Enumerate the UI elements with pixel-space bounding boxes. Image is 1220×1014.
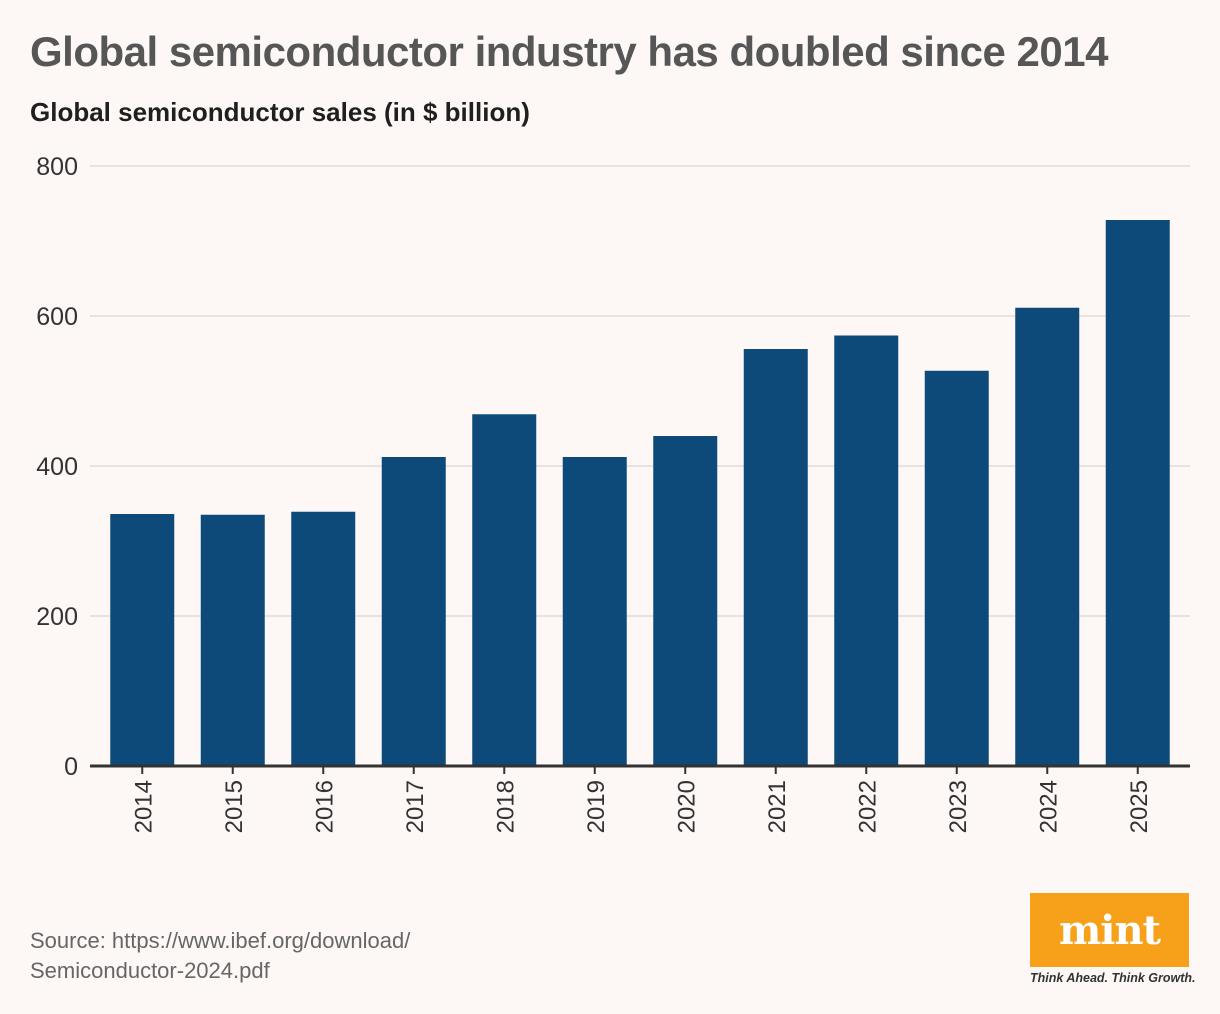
x-tick-label-2025: 2025 <box>1126 780 1153 833</box>
bar-2017 <box>381 457 446 766</box>
bar-2022 <box>834 335 899 766</box>
mint-logo: mint <box>1030 893 1189 967</box>
x-tick-label-2024: 2024 <box>1035 780 1062 833</box>
y-tick-label-600: 600 <box>36 303 78 331</box>
source-line-2: Semiconductor-2024.pdf <box>30 958 270 983</box>
bar-2020 <box>653 436 718 766</box>
chart-subtitle: Global semiconductor sales (in $ billion… <box>30 97 530 127</box>
x-tick-label-2017: 2017 <box>402 780 429 833</box>
y-tick-label-0: 0 <box>64 753 78 781</box>
chart-title: Global semiconductor industry has double… <box>30 28 1108 75</box>
x-tick-label-2015: 2015 <box>221 780 248 833</box>
bar-2018 <box>472 414 537 766</box>
bar-2024 <box>1015 307 1080 766</box>
bar-2015 <box>200 514 265 766</box>
bar-2025 <box>1105 220 1170 766</box>
bar-2016 <box>291 511 356 766</box>
source-line-1: Source: https://www.ibef.org/download/ <box>30 928 411 953</box>
x-tick-label-2023: 2023 <box>945 780 972 833</box>
x-tick-label-2019: 2019 <box>583 780 610 833</box>
bar-chart: 0 200 400 600 800 2014 2015 2016 2017 2018 2019 202… <box>36 153 1190 833</box>
source-note: Source: https://www.ibef.org/download/ S… <box>30 926 410 986</box>
bar-2021 <box>743 349 808 766</box>
y-tick-label-400: 400 <box>36 453 78 481</box>
bar-2019 <box>562 457 627 766</box>
logo-tagline: Think Ahead. Think Growth. <box>1030 971 1196 985</box>
x-tick-label-2018: 2018 <box>492 780 519 833</box>
y-tick-label-800: 800 <box>36 153 78 181</box>
y-tick-label-200: 200 <box>36 603 78 631</box>
x-tick-label-2022: 2022 <box>854 780 881 833</box>
x-tick-label-2014: 2014 <box>130 780 157 833</box>
bar-2014 <box>110 514 175 766</box>
x-tick-label-2021: 2021 <box>764 780 791 833</box>
x-tick-label-2016: 2016 <box>311 780 338 833</box>
mint-logo-word: mint <box>1058 906 1161 954</box>
bar-2023 <box>924 370 989 766</box>
x-tick-label-2020: 2020 <box>673 780 700 833</box>
